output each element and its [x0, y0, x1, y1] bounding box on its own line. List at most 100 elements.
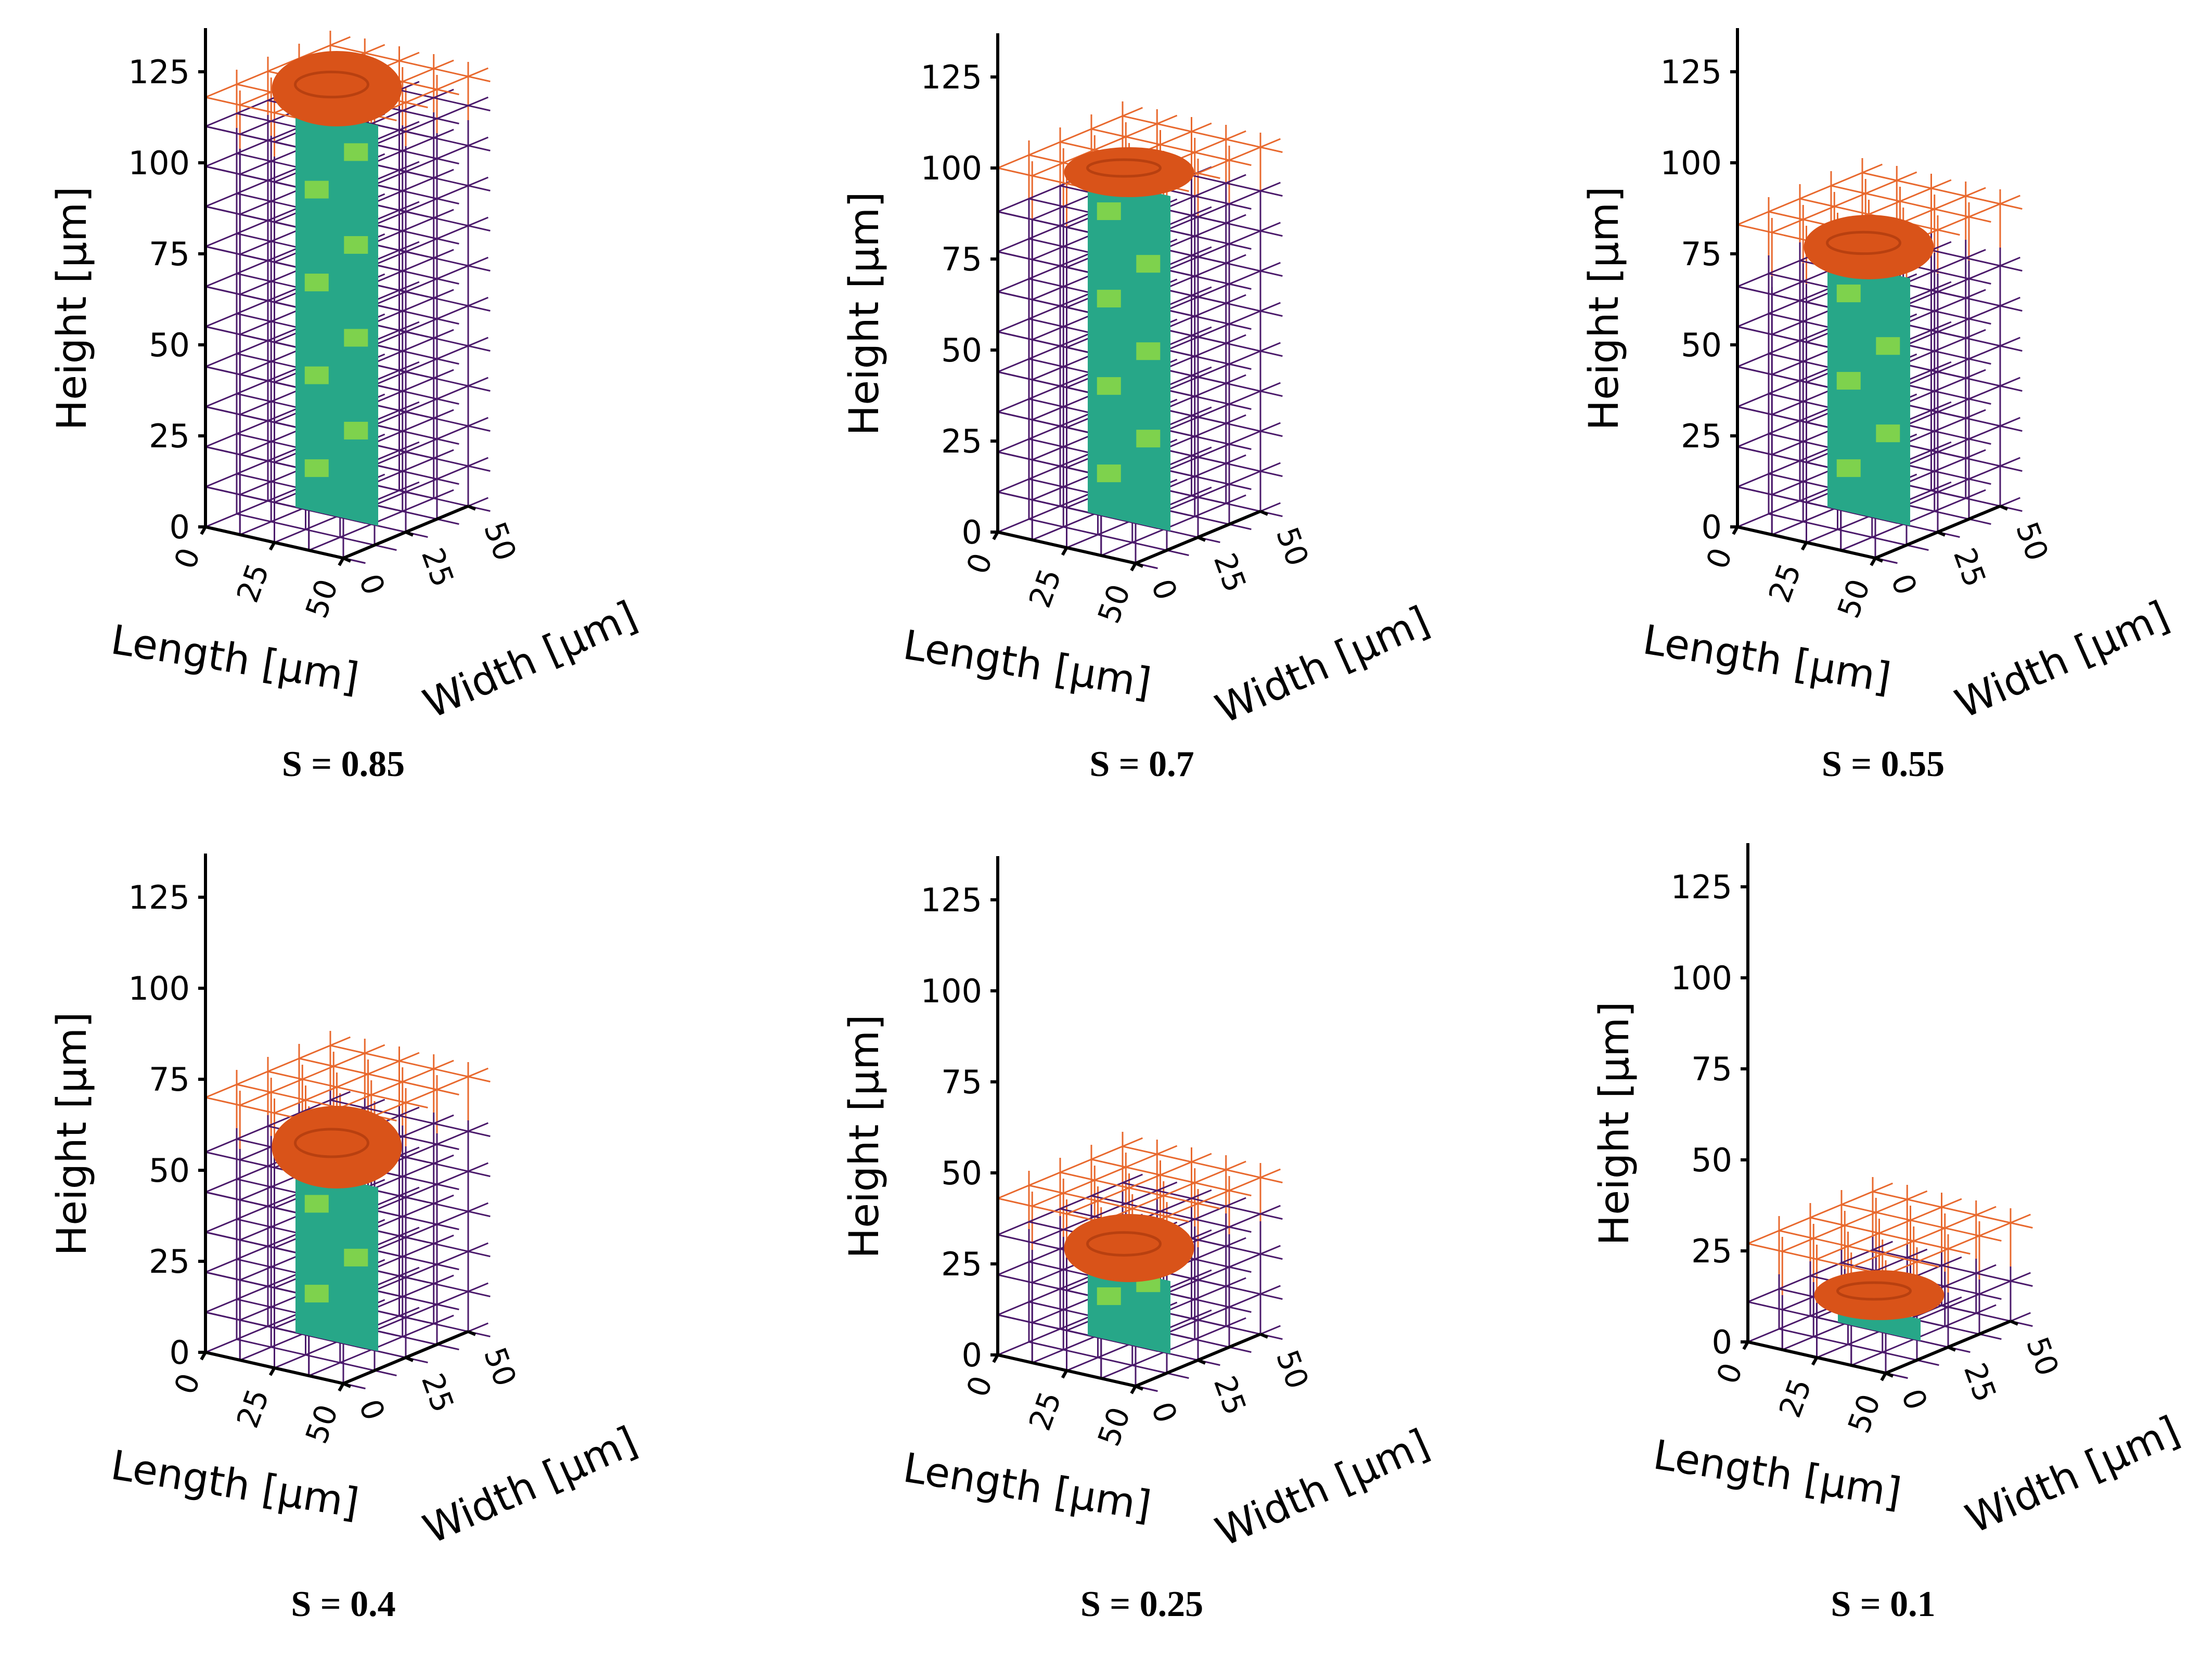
width-axis-title: Width [µm] — [417, 1418, 644, 1553]
voxel-column — [295, 1169, 378, 1351]
height-tick-label: 125 — [128, 53, 190, 91]
grid-length-line — [1028, 1341, 1189, 1379]
column-patch — [1876, 424, 1900, 443]
length-axis-title: Length [µm] — [108, 1442, 362, 1527]
column-body — [295, 107, 378, 526]
length-tick-label: 0 — [960, 549, 1000, 579]
height-tick-label: 100 — [921, 149, 982, 187]
height-tick-label: 75 — [149, 1061, 190, 1099]
length-tick — [1800, 541, 1808, 551]
length-tick-label: 0 — [960, 1372, 1000, 1402]
height-tick-label: 50 — [941, 331, 982, 369]
height-tick-label: 25 — [149, 1243, 190, 1281]
grid-front-line — [205, 486, 366, 524]
grid-width-line — [1851, 1206, 1997, 1268]
width-tick-label: 0 — [1144, 1398, 1184, 1428]
column-patch — [1876, 337, 1900, 355]
voxel-column — [1088, 1262, 1170, 1354]
length-tick — [1742, 1341, 1749, 1350]
height-tick-label: 50 — [149, 1152, 190, 1190]
grid-length-line — [267, 1070, 428, 1109]
grid-length-line — [330, 1099, 491, 1138]
grid-width-line — [1101, 1160, 1246, 1223]
width-tick-label: 50 — [477, 1343, 523, 1391]
grid-length-line — [1060, 1171, 1220, 1210]
length-tick — [338, 1382, 345, 1392]
droplet-cap — [1814, 1270, 1945, 1320]
column-patch — [1097, 290, 1121, 308]
height-tick-label: 125 — [921, 58, 982, 96]
grid-width-line — [308, 1314, 454, 1377]
voxel-column — [1827, 260, 1910, 526]
column-patch — [344, 236, 368, 254]
voxel-column — [295, 107, 378, 526]
length-axis-title: Length [µm] — [900, 1444, 1154, 1530]
length-tick — [268, 541, 276, 551]
length-tick — [268, 1367, 276, 1376]
grid-length-line — [1862, 172, 2023, 210]
grid-front-line — [997, 1314, 1158, 1352]
width-tick — [1259, 510, 1269, 516]
droplet-highlight — [1826, 230, 1901, 255]
panel-caption: S = 0.55 — [1821, 744, 1945, 784]
width-tick — [1885, 1372, 1894, 1378]
length-tick-label: 25 — [1762, 559, 1808, 608]
grid-front-line — [997, 491, 1158, 529]
grid-width-line — [205, 36, 351, 98]
droplet-highlight — [294, 1128, 369, 1158]
grid-length-line — [330, 1044, 491, 1083]
width-tick-label: 50 — [2019, 1333, 2066, 1381]
panel-caption: S = 0.85 — [281, 744, 405, 784]
grid-length-line — [1810, 1217, 1971, 1255]
height-tick-label: 0 — [1712, 1323, 1732, 1361]
droplet-highlight — [1836, 1281, 1912, 1301]
length-tick-label: 25 — [1772, 1374, 1819, 1423]
width-tick-label: 50 — [2009, 518, 2055, 566]
column-patch — [1097, 464, 1121, 483]
height-tick-label: 125 — [921, 881, 982, 919]
length-axis-title: Length [µm] — [1650, 1431, 1904, 1517]
column-patch — [344, 329, 368, 347]
length-tick-label: 50 — [1841, 1390, 1887, 1438]
height-tick-label: 100 — [128, 144, 190, 182]
grid-width-line — [1747, 1182, 1893, 1245]
height-tick-label: 75 — [1681, 235, 1722, 273]
column-patch — [1097, 202, 1121, 221]
length-tick — [1130, 1385, 1137, 1394]
column-patch — [304, 1285, 329, 1303]
width-tick-label: 25 — [415, 1369, 461, 1417]
width-tick — [467, 1330, 477, 1336]
width-tick-label: 0 — [1884, 570, 1924, 600]
column-patch — [1097, 377, 1121, 395]
length-tick — [1811, 1356, 1819, 1366]
length-tick — [200, 1351, 207, 1361]
height-axis-title: Height [µm] — [1581, 186, 1628, 430]
height-tick-label: 0 — [170, 508, 190, 546]
height-axis-title: Height [µm] — [841, 191, 888, 435]
width-tick — [1197, 536, 1206, 542]
length-tick — [1130, 562, 1137, 572]
grid-width-line — [1840, 489, 1986, 551]
width-tick — [405, 531, 414, 537]
length-tick-label: 50 — [299, 1400, 345, 1449]
height-tick-label: 25 — [1681, 417, 1722, 455]
grid-length-line — [1779, 1230, 1939, 1268]
length-tick-label: 25 — [1022, 1387, 1068, 1436]
grid-length-line — [1122, 115, 1283, 153]
length-tick-label: 50 — [1091, 580, 1137, 628]
height-tick-label: 25 — [149, 417, 190, 455]
width-tick — [467, 505, 477, 511]
height-tick-label: 125 — [128, 878, 190, 916]
grid-width-line — [274, 1052, 420, 1114]
width-tick-label: 0 — [352, 1395, 392, 1425]
height-tick-label: 125 — [1671, 868, 1732, 906]
axes: 0 25 50 75 100 125 0 25 50 0 25 50 Height [µm] Length… — [1591, 843, 2186, 1543]
length-tick — [1732, 526, 1739, 535]
width-axis-title: Width [µm] — [1209, 1420, 1436, 1556]
droplet-cap — [1064, 147, 1194, 197]
height-axis-title: Height [µm] — [1591, 1001, 1638, 1245]
height-tick-label: 75 — [149, 235, 190, 273]
